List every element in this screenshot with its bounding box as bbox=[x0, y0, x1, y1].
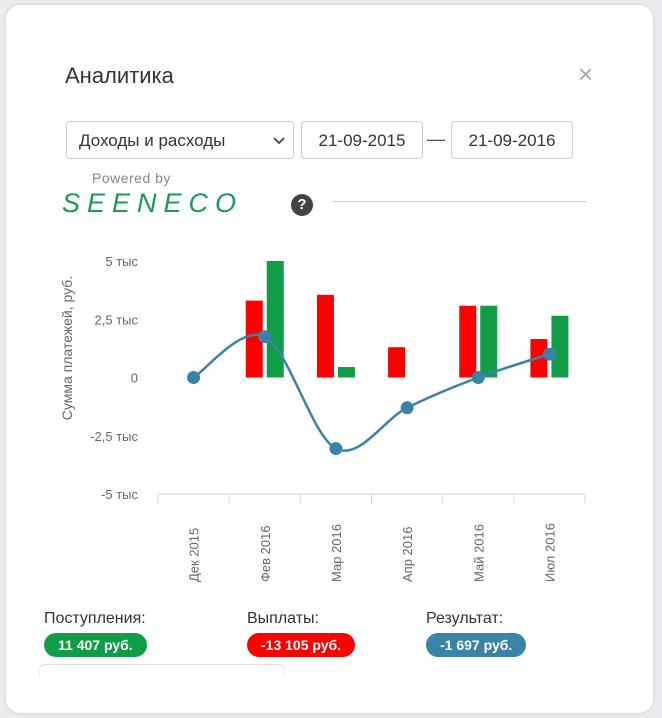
bar bbox=[551, 315, 569, 378]
date-from-input[interactable]: 21-09-2015 bbox=[301, 121, 423, 159]
income-badge: 11 407 руб. bbox=[44, 633, 147, 657]
y-tick-label: 5 тыс bbox=[105, 254, 138, 269]
bar bbox=[388, 347, 406, 378]
date-to-input[interactable]: 21-09-2016 bbox=[451, 121, 573, 159]
bar bbox=[266, 261, 284, 378]
bar bbox=[245, 300, 263, 378]
result-point bbox=[471, 371, 485, 384]
powered-by-label: Powered by bbox=[92, 170, 171, 186]
close-icon[interactable]: × bbox=[578, 59, 594, 89]
result-badge: -1 697 руб. bbox=[426, 633, 527, 657]
x-tick-label: Фев 2016 bbox=[258, 525, 273, 582]
bar bbox=[459, 305, 477, 378]
result-point bbox=[187, 371, 201, 384]
y-tick-label: 0 bbox=[131, 371, 138, 386]
result-point bbox=[258, 330, 272, 344]
x-tick-label: Дек 2015 bbox=[187, 528, 202, 582]
date-separator: — bbox=[427, 129, 445, 149]
x-tick-label: Мар 2016 bbox=[329, 524, 344, 582]
x-tick-label: Июл 2016 bbox=[542, 523, 557, 582]
chevron-down-icon bbox=[273, 122, 285, 175]
bar bbox=[337, 367, 355, 378]
x-tick-label: Май 2016 bbox=[471, 524, 486, 582]
divider bbox=[332, 201, 586, 202]
result-label: Результат: bbox=[426, 610, 504, 627]
y-tick-label: -2,5 тыс bbox=[90, 429, 138, 444]
expense-label: Выплаты: bbox=[247, 610, 319, 627]
bar bbox=[480, 305, 498, 378]
result-point bbox=[400, 401, 414, 415]
seeneco-logo: SEENECO bbox=[62, 188, 244, 218]
y-tick-label: -5 тыс bbox=[101, 487, 138, 502]
type-select-value: Доходы и расходы bbox=[79, 131, 226, 150]
bar bbox=[316, 294, 334, 378]
scroll-area-edge bbox=[39, 664, 285, 677]
type-select[interactable]: Доходы и расходы bbox=[66, 121, 294, 159]
modal-title: Аналитика bbox=[65, 63, 174, 88]
question-circle-icon[interactable]: ? bbox=[291, 194, 313, 216]
result-point bbox=[329, 442, 343, 456]
y-axis-label: Сумма платежей, руб. bbox=[59, 276, 75, 420]
expense-badge: -13 105 руб. bbox=[247, 633, 356, 657]
y-tick-label: 2,5 тыс bbox=[95, 312, 139, 327]
x-tick-label: Апр 2016 bbox=[400, 527, 415, 582]
income-label: Поступления: bbox=[44, 610, 146, 627]
result-point bbox=[542, 347, 556, 361]
